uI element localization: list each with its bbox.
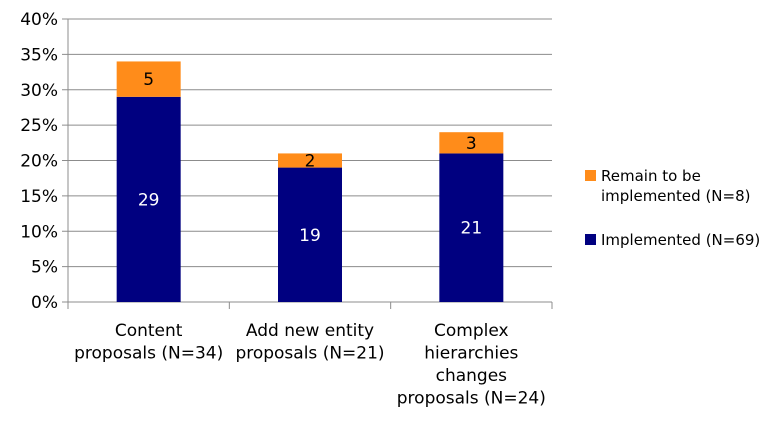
bar-segment <box>278 153 342 168</box>
bar-data-label: 5 <box>143 70 154 90</box>
y-tick-label: 10% <box>20 222 58 242</box>
bar-segment <box>278 167 342 302</box>
x-category-label: Content <box>115 321 183 341</box>
y-tick-label: 0% <box>31 293 58 313</box>
y-tick-label: 25% <box>20 116 58 136</box>
x-category-label: proposals (N=21) <box>235 344 384 364</box>
legend-swatch <box>585 234 596 245</box>
y-tick-label: 35% <box>20 45 58 65</box>
bar-data-label: 2 <box>305 152 316 172</box>
x-category-label: Complex <box>434 321 509 341</box>
x-category-label: changes <box>436 366 508 386</box>
bar-segment <box>439 132 504 154</box>
bar-data-label: 29 <box>138 190 160 210</box>
x-category-label: hierarchies <box>424 344 518 364</box>
legend-swatch <box>585 170 596 181</box>
bar-data-label: 21 <box>461 219 483 239</box>
y-tick-label: 40% <box>20 10 58 30</box>
bar-segment <box>439 153 504 302</box>
bar-segment <box>116 61 181 97</box>
bar-data-label: 3 <box>466 134 477 154</box>
bar-segment <box>116 96 181 302</box>
x-category-label: proposals (N=24) <box>397 389 546 409</box>
bar-data-label: 19 <box>299 226 321 246</box>
x-category-label: Add new entity <box>246 321 374 341</box>
x-category-label: proposals (N=34) <box>74 344 223 364</box>
legend-label: Implemented (N=69) <box>601 231 760 249</box>
y-tick-label: 15% <box>20 187 58 207</box>
y-tick-label: 20% <box>20 152 58 172</box>
legend-label: implemented (N=8) <box>601 187 750 205</box>
y-tick-label: 5% <box>31 258 58 278</box>
legend-label: Remain to be <box>601 167 701 185</box>
y-tick-label: 30% <box>20 81 58 101</box>
